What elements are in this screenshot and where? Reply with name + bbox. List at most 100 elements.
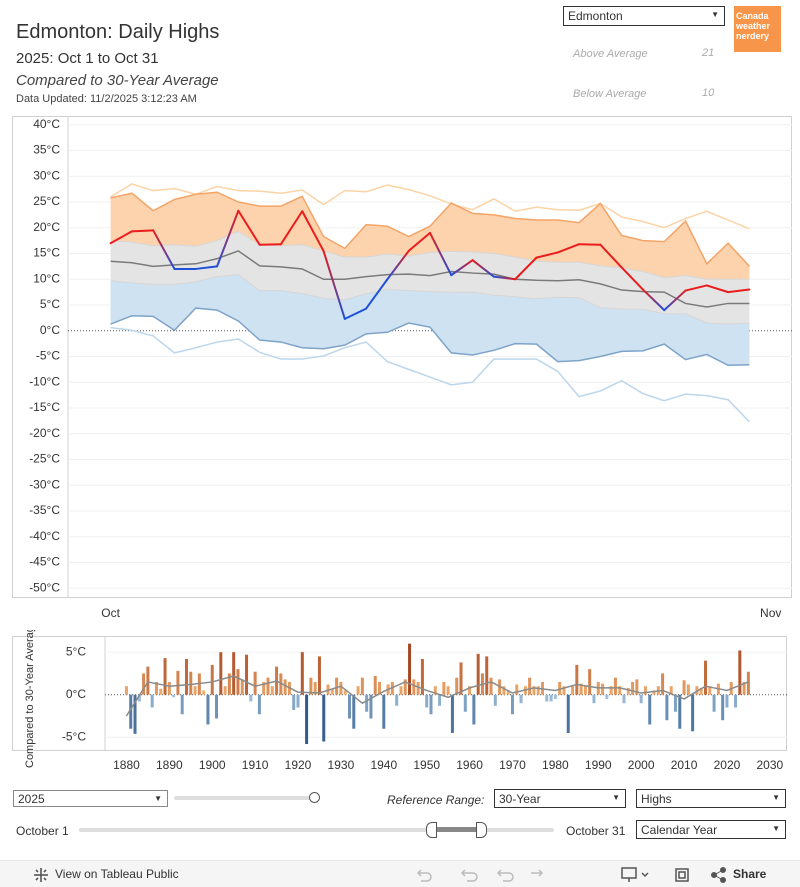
bar (528, 677, 532, 695)
bar (343, 690, 347, 695)
x-tick-label: 2020 (714, 758, 741, 772)
bar (335, 677, 339, 695)
bar (669, 686, 673, 695)
measure-select[interactable]: Highs (636, 789, 786, 808)
slider-handle[interactable] (426, 822, 437, 838)
low-band (110, 274, 750, 366)
year-input[interactable]: 2025 (13, 790, 168, 807)
actual-segment (514, 256, 538, 281)
bar (746, 671, 750, 695)
bar (193, 686, 197, 695)
stat-value: 21 (702, 47, 715, 59)
average-line (110, 250, 750, 308)
period-select[interactable]: Calendar Year (636, 820, 786, 839)
comparison: Compared to 30-Year Average (16, 72, 219, 89)
bar (184, 658, 188, 695)
start-label: October 1 (16, 824, 69, 838)
y-tick-label: 0°C (66, 687, 86, 701)
slider-handle[interactable] (476, 822, 487, 838)
actual-segment (727, 288, 751, 294)
end-label: October 31 (566, 824, 626, 838)
y-axis-label: Compared to 30-Year Average (24, 630, 36, 768)
bar (579, 683, 583, 695)
actual-segment (279, 210, 304, 246)
bar (150, 694, 154, 708)
reference-label: Reference Range: (387, 793, 485, 807)
bar (373, 675, 377, 695)
y-tick-label: 0°C (40, 323, 60, 337)
bar (712, 694, 716, 712)
y-tick-label: 5°C (40, 297, 60, 311)
bar (176, 670, 180, 695)
bar (536, 686, 540, 695)
city-select[interactable]: Edmonton (563, 6, 725, 26)
bar (502, 686, 506, 695)
y-tick-label: 35°C (33, 143, 60, 157)
x-tick-label: Oct (101, 606, 120, 620)
bar (459, 662, 463, 695)
actual-segment (322, 249, 346, 320)
bar (180, 694, 184, 715)
bar (661, 673, 665, 695)
x-tick-label: 1880 (113, 758, 140, 772)
bar (515, 684, 519, 695)
bar (678, 694, 682, 729)
logo[interactable]: Canada weather nerdery (734, 6, 781, 52)
bar (476, 653, 480, 695)
bar (532, 686, 536, 695)
share-icon[interactable] (710, 867, 728, 883)
record-low-line (110, 326, 750, 423)
bar (378, 681, 382, 695)
bar (245, 654, 249, 695)
actual-segment (620, 266, 644, 291)
toolbar: View on Tableau Public Share (0, 860, 800, 887)
bar (553, 694, 557, 699)
updated: Data Updated: 11/2/2025 3:12:23 AM (16, 93, 197, 105)
bar (562, 686, 566, 695)
bar (146, 666, 150, 695)
bar (240, 679, 244, 695)
bar (159, 688, 163, 695)
toolbar-icons[interactable] (620, 866, 700, 884)
slider-handle[interactable] (309, 792, 320, 803)
slider-range (432, 827, 480, 832)
view-link[interactable]: View on Tableau Public (55, 867, 179, 881)
bar (339, 681, 343, 695)
bar (189, 671, 193, 695)
bar (124, 686, 128, 695)
y-tick-label: 15°C (33, 246, 60, 260)
x-tick-label: 1990 (585, 758, 612, 772)
tableau-icon (34, 868, 48, 882)
bar (403, 679, 407, 695)
bar (399, 686, 403, 695)
bar (292, 694, 296, 711)
bar (485, 656, 489, 695)
date-slider[interactable] (79, 828, 554, 832)
y-tick-label: -5°C (36, 349, 60, 363)
bar (236, 669, 240, 695)
bar (592, 694, 596, 704)
bar (416, 681, 420, 695)
trend-line (125, 675, 749, 717)
bar (395, 694, 399, 706)
y-tick-label: 30°C (33, 168, 60, 182)
bar (163, 658, 167, 695)
actual-segment (365, 278, 389, 310)
y-tick-label: -45°C (29, 555, 60, 569)
share-button[interactable]: Share (733, 867, 767, 881)
bar (296, 694, 300, 708)
bar (506, 690, 510, 695)
undo-redo (416, 869, 544, 882)
bar (206, 694, 210, 725)
bar (317, 656, 321, 695)
stat-label: Above Average (573, 48, 648, 60)
bar (631, 681, 635, 695)
reference-select[interactable]: 30-Year (494, 789, 626, 808)
bar (257, 694, 261, 715)
bar (510, 694, 514, 715)
year-slider[interactable] (174, 796, 314, 800)
bar (643, 686, 647, 695)
bar (283, 679, 287, 695)
bar (725, 694, 729, 708)
